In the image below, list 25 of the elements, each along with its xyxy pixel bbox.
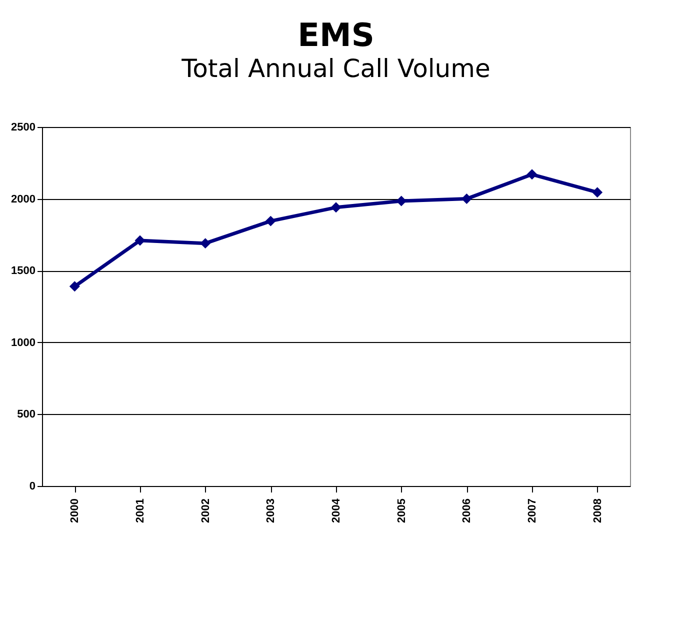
- y-tick-label: 1000: [11, 336, 36, 349]
- chart-title: EMS: [298, 16, 374, 54]
- point: [461, 194, 472, 204]
- point: [592, 187, 603, 198]
- point: [265, 216, 276, 226]
- y-tick-label: 0: [29, 480, 36, 492]
- x-tick-label: 2002: [200, 498, 212, 523]
- point: [134, 235, 146, 246]
- y-tick-label: 500: [17, 408, 36, 421]
- x-tick-label: 2008: [592, 498, 604, 523]
- point: [330, 202, 342, 213]
- y-tick-label: 2500: [11, 122, 36, 134]
- x-tick-label: 2004: [330, 498, 342, 523]
- y-tick-label: 1500: [11, 265, 36, 278]
- x-tick-label: 2007: [526, 498, 538, 523]
- x-tick-label: 2005: [396, 498, 408, 523]
- y-tick-label: 2000: [11, 193, 36, 206]
- x-tick-label: 2003: [265, 498, 278, 523]
- x-tick-label: 2000: [69, 498, 82, 523]
- chart-subtitle: Total Annual Call Volume: [180, 54, 490, 83]
- point: [526, 169, 538, 180]
- point: [69, 281, 80, 292]
- point: [200, 238, 211, 249]
- x-tick-label: 2001: [134, 498, 146, 523]
- x-tick-label: 2006: [461, 498, 474, 523]
